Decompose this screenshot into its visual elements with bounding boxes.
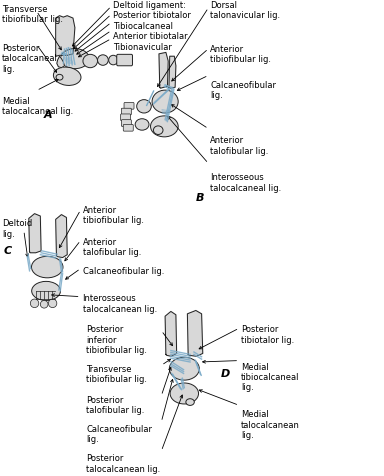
Polygon shape (159, 53, 168, 89)
Polygon shape (56, 215, 67, 258)
Ellipse shape (40, 301, 48, 308)
Ellipse shape (109, 56, 118, 66)
Text: Anterior
talofibular lig.: Anterior talofibular lig. (210, 136, 269, 156)
Text: Interosseous
talocalcaneal lig.: Interosseous talocalcaneal lig. (210, 173, 282, 192)
Polygon shape (29, 214, 41, 253)
Ellipse shape (153, 127, 163, 135)
Ellipse shape (30, 299, 39, 308)
Text: Medial
tibiocalcaneal
lig.: Medial tibiocalcaneal lig. (241, 362, 300, 391)
Ellipse shape (135, 119, 149, 131)
Text: Deltoid ligament:
Posterior tibiotalor
Tibiocalcaneal
Anterior tibiotalar
Tibion: Deltoid ligament: Posterior tibiotalor T… (113, 1, 191, 51)
Ellipse shape (32, 282, 61, 301)
Text: Dorsal
talonavicular lig.: Dorsal talonavicular lig. (210, 1, 281, 20)
Text: Deltoid
lig.: Deltoid lig. (2, 219, 32, 238)
FancyBboxPatch shape (121, 120, 131, 127)
Text: Posterior
talocalcanean lig.: Posterior talocalcanean lig. (86, 453, 161, 473)
Text: Medial
talocalcaneal lig.: Medial talocalcaneal lig. (2, 97, 73, 116)
Ellipse shape (56, 75, 63, 81)
Text: Posterior
inferior
tibiofibular lig.: Posterior inferior tibiofibular lig. (86, 325, 147, 354)
Ellipse shape (98, 56, 108, 66)
Text: Interosseous
talocalcanean lig.: Interosseous talocalcanean lig. (83, 294, 157, 313)
Polygon shape (56, 17, 75, 57)
Ellipse shape (60, 50, 89, 69)
Ellipse shape (152, 91, 178, 114)
Ellipse shape (83, 55, 98, 69)
Polygon shape (165, 312, 177, 357)
Text: Medial
talocalcanean
lig.: Medial talocalcanean lig. (241, 409, 300, 439)
Text: D: D (221, 368, 230, 378)
FancyBboxPatch shape (121, 109, 131, 116)
FancyBboxPatch shape (121, 115, 131, 121)
Polygon shape (187, 311, 203, 357)
Text: Anterior
talofibular lig.: Anterior talofibular lig. (83, 237, 141, 257)
Text: A: A (44, 109, 53, 119)
Text: C: C (4, 246, 12, 256)
Ellipse shape (137, 100, 151, 114)
Text: Posterior
talofibular lig.: Posterior talofibular lig. (86, 395, 145, 415)
Text: Transverse
tibiofibular lig.: Transverse tibiofibular lig. (86, 364, 147, 384)
Ellipse shape (170, 383, 199, 404)
Text: Transverse
tibiofibular lig.: Transverse tibiofibular lig. (2, 5, 63, 24)
Text: Calcaneofibular
lig.: Calcaneofibular lig. (86, 424, 152, 443)
Polygon shape (169, 57, 176, 89)
Text: B: B (196, 193, 204, 203)
FancyBboxPatch shape (123, 125, 133, 132)
Ellipse shape (186, 399, 194, 406)
Ellipse shape (169, 357, 199, 380)
Ellipse shape (48, 299, 57, 308)
Text: Calcaneofibular
lig.: Calcaneofibular lig. (210, 80, 276, 100)
FancyBboxPatch shape (124, 103, 134, 110)
Ellipse shape (151, 117, 178, 138)
Text: Posterior
talocalcaneal
lig.: Posterior talocalcaneal lig. (2, 44, 58, 73)
Text: Posterior
tibiotalor lig.: Posterior tibiotalor lig. (241, 325, 295, 344)
Polygon shape (57, 57, 65, 69)
Ellipse shape (31, 257, 63, 278)
Text: Anterior
tibiofibular lig.: Anterior tibiofibular lig. (210, 45, 271, 64)
Text: Anterior
tibiofibular lig.: Anterior tibiofibular lig. (83, 206, 144, 225)
FancyBboxPatch shape (117, 55, 132, 67)
Text: Calcaneofibular lig.: Calcaneofibular lig. (83, 266, 164, 275)
Ellipse shape (53, 68, 81, 86)
